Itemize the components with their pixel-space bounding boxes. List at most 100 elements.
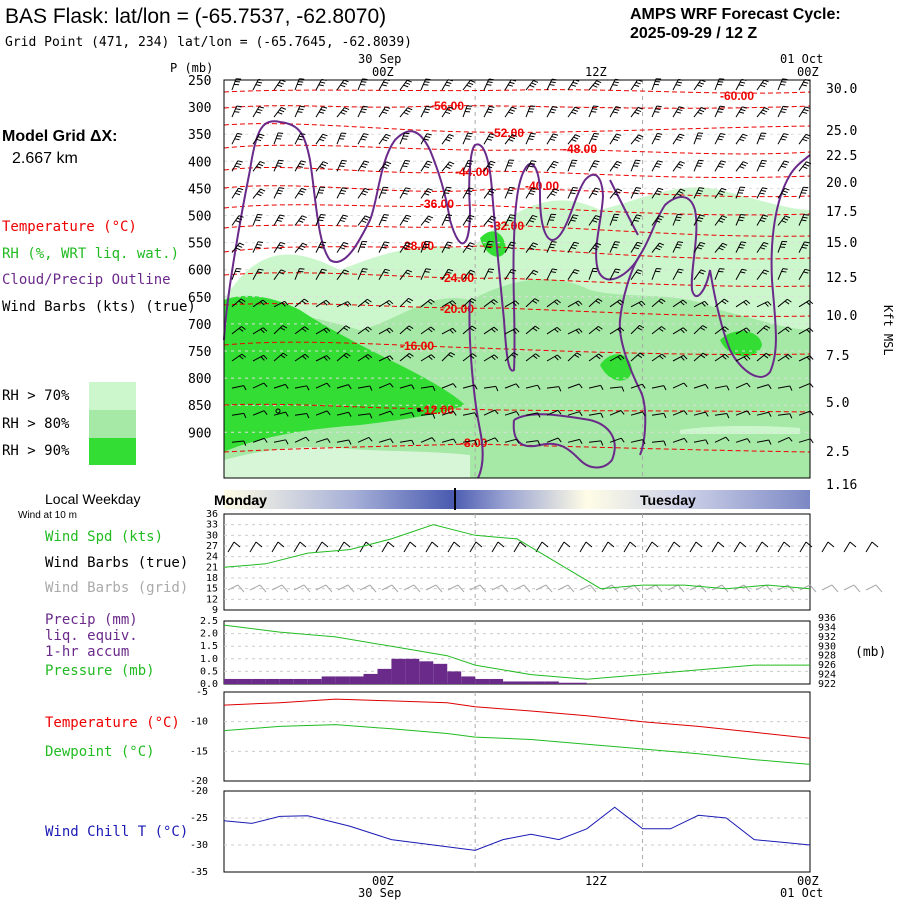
wind-barb-staff <box>756 269 765 280</box>
wind-barb-flag <box>285 439 289 445</box>
wind-barb-staff <box>504 79 512 91</box>
windchill-ytick-label: -35 <box>190 867 208 878</box>
wind-barb-row-grid <box>271 584 283 591</box>
wind-barb-staff <box>315 161 324 172</box>
wind-barb-flag <box>257 213 263 216</box>
wind-barb-staff <box>651 268 657 280</box>
wind-ytick-label: 9 <box>212 605 218 616</box>
wind-barb-flag <box>348 384 352 390</box>
wind-barb-flag <box>508 189 514 192</box>
wind-barb-flag <box>402 219 409 223</box>
wind-barb-staff <box>798 79 806 91</box>
wind-barb-row-true <box>645 541 653 553</box>
wind-barb-flag <box>660 298 666 303</box>
wind-barb-flag <box>323 356 328 361</box>
wind-barb-flag <box>658 300 664 305</box>
wind-ytick-label: 24 <box>206 552 218 563</box>
wind-barb-flag <box>657 160 663 163</box>
wind-barb-flag <box>428 328 433 333</box>
wind-barb-flag <box>551 108 557 111</box>
wind-barb-flag <box>424 193 430 196</box>
wind-barb-flag <box>383 271 389 274</box>
wind-barb-staff <box>546 326 558 335</box>
wind-barb-flag <box>700 241 706 245</box>
wind-barb-flag <box>591 192 598 196</box>
wind-barb-flag <box>301 300 307 305</box>
wind-barb-staff <box>651 385 664 389</box>
pressure-tick-label: 700 <box>188 318 211 333</box>
wind-barb-staff <box>231 268 237 280</box>
wind-barb-flag <box>718 220 724 223</box>
wind-barb-flag <box>698 217 704 220</box>
wind-barb-flag <box>810 438 814 444</box>
wind-barb-row-true-flag <box>519 541 527 548</box>
wind-barb-flag <box>426 217 432 221</box>
wind-barb-flag <box>424 165 430 169</box>
wind-barb-flag <box>675 246 681 249</box>
height-tick-label: 25.0 <box>826 124 857 139</box>
wind-barb-flag <box>319 244 325 246</box>
wind-barb-staff <box>399 269 408 281</box>
wind-barb-staff <box>483 78 490 91</box>
wind-barb-flag <box>446 214 453 216</box>
wind-barb-flag <box>661 326 666 330</box>
wind-barb-flag <box>262 299 268 304</box>
wind-barb-staff <box>504 383 517 389</box>
t-contour-8 <box>223 443 811 453</box>
precip-bar <box>572 682 587 684</box>
wind-barb-flag <box>572 186 578 189</box>
wind-barb-flag <box>365 215 371 219</box>
wind-barb-flag <box>361 270 367 273</box>
wind-barb-staff <box>441 269 449 280</box>
wind-barb-flag <box>637 354 643 359</box>
wind-barb-flag <box>680 301 685 306</box>
wind-barb-flag <box>634 139 640 142</box>
wind-barb-flag <box>743 329 748 334</box>
wind-barb-flag <box>344 107 350 111</box>
height-ticks: 30.0 25.0 22.5 20.0 17.5 15.0 12.5 10.0 7.5 5.0 2.… <box>826 82 857 493</box>
wind-barb-flag <box>721 300 727 305</box>
wind-barb-flag <box>427 160 433 164</box>
wind-barb-flag <box>656 162 662 166</box>
wind-barb-flag <box>682 299 688 304</box>
wind-barb-flag <box>297 165 303 168</box>
wind-barb-flag <box>236 105 242 108</box>
wind-barb-flag <box>277 162 283 165</box>
precip-bar <box>517 681 531 684</box>
wind-barb-staff <box>504 300 516 308</box>
precip-bars <box>224 658 587 684</box>
wind-barb-flag <box>340 189 347 192</box>
wind-barb-flag <box>528 138 534 140</box>
wind-barb-flag <box>258 190 264 194</box>
wind-barb-flag <box>782 190 788 193</box>
wind-barb-flag <box>488 268 495 271</box>
wind-barb-staff <box>756 384 769 389</box>
wind-barb-flag <box>322 106 328 109</box>
wind-barb-flag <box>285 411 289 417</box>
wind-barb-flag <box>493 326 499 331</box>
wind-barb-flag <box>574 354 580 358</box>
local-weekday-label-top: Local Weekday <box>45 491 140 507</box>
wind-barb-flag <box>743 161 749 165</box>
wind-barb-flag <box>319 166 325 169</box>
wind-barb-flag <box>489 190 495 194</box>
wind-barb-flag <box>469 327 475 332</box>
wind-barb-flag <box>469 300 475 304</box>
wind-barb-flag <box>407 269 413 273</box>
wind-barb-row-grid <box>227 584 239 591</box>
wind-barb-staff <box>315 299 327 308</box>
wind-barb-staff <box>693 269 702 280</box>
wind-barb-flag <box>507 84 514 87</box>
wind-barb-flag <box>474 412 478 418</box>
wind-barb-flag <box>613 138 619 142</box>
wind-barb-staff <box>231 412 244 416</box>
wind-barb-flag <box>613 271 620 274</box>
wind-barb-staff <box>294 385 307 389</box>
precip-ytick-label: 0.0 <box>200 679 218 690</box>
wind-barb-flag <box>698 271 705 275</box>
t-contour-60 <box>223 89 811 94</box>
wind-barb-staff <box>777 413 790 416</box>
wind-barb-flag <box>570 192 576 195</box>
wind-barb-flag <box>699 187 705 190</box>
wind-barb-flag <box>340 84 346 88</box>
